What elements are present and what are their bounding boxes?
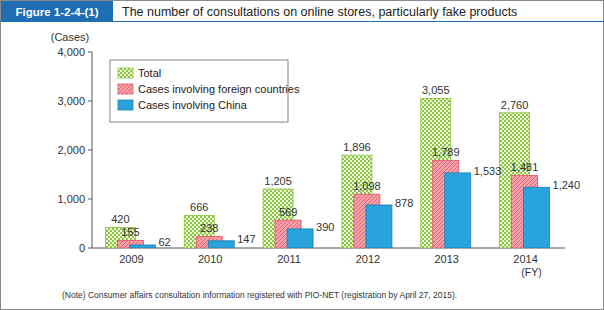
legend-swatch <box>118 84 133 94</box>
legend-swatch <box>118 100 133 110</box>
chart: Figure 1-2-4-(1) The number of consultati… <box>0 0 604 310</box>
data-label: 569 <box>279 206 297 218</box>
bar <box>208 241 234 248</box>
legend-label: Total <box>138 67 161 79</box>
y-tick <box>88 52 92 53</box>
frame <box>1 1 604 310</box>
y-tick <box>88 199 92 200</box>
data-label: 878 <box>395 197 413 209</box>
y-tick-label: 1,000 <box>57 193 85 205</box>
x-axis-label: (FY) <box>521 266 541 278</box>
data-label: 420 <box>111 213 129 225</box>
x-tick-label: 2011 <box>277 253 301 265</box>
note: (Note) Consumer affairs consultation inf… <box>62 290 457 300</box>
bar <box>524 187 550 248</box>
legend-label: Cases involving foreign countries <box>138 83 300 95</box>
y-tick-label: 2,000 <box>57 144 85 156</box>
data-label: 1,481 <box>511 161 539 173</box>
data-label: 1,098 <box>353 180 381 192</box>
data-label: 155 <box>121 226 139 238</box>
x-tick-label: 2010 <box>198 253 222 265</box>
y-axis-label: (Cases) <box>51 31 90 43</box>
data-label: 1,789 <box>432 146 460 158</box>
page: {"chart_data": { "type": "bar", "title":… <box>0 0 604 310</box>
data-label: 3,055 <box>422 84 450 96</box>
data-label: 62 <box>158 236 170 248</box>
bar <box>129 245 155 248</box>
bar <box>366 205 392 248</box>
legend-swatch <box>118 68 133 78</box>
figure-label: Figure 1-2-4-(1) <box>15 6 98 18</box>
title: The number of consultations on online st… <box>122 5 517 19</box>
data-label: 1,205 <box>264 175 292 187</box>
y-tick-label: 0 <box>79 242 85 254</box>
y-tick-label: 3,000 <box>57 95 85 107</box>
x-tick-label: 2009 <box>119 253 143 265</box>
x-tick-label: 2014 <box>513 253 537 265</box>
data-label: 2,760 <box>501 99 529 111</box>
bar <box>445 173 471 248</box>
y-tick <box>88 150 92 151</box>
data-label: 147 <box>237 233 255 245</box>
x-tick-label: 2012 <box>356 253 380 265</box>
data-label: 1,240 <box>553 179 581 191</box>
y-axis <box>92 52 93 248</box>
data-label: 1,896 <box>343 141 371 153</box>
bar <box>287 229 313 248</box>
y-tick <box>88 101 92 102</box>
x-tick-label: 2013 <box>435 253 459 265</box>
y-tick <box>88 248 92 249</box>
header-box <box>1 1 113 22</box>
legend-label: Cases involving China <box>138 99 248 111</box>
data-label: 390 <box>316 221 334 233</box>
y-tick-label: 4,000 <box>57 46 85 58</box>
data-labels: 420 666 1,205 1,896 3,055 2,760 155 238 569 1,098… <box>111 84 580 248</box>
data-label: 1,533 <box>474 165 502 177</box>
data-label: 666 <box>190 201 208 213</box>
legend: Total Cases involving foreign countries Ca… <box>110 60 300 122</box>
data-label: 238 <box>200 222 218 234</box>
